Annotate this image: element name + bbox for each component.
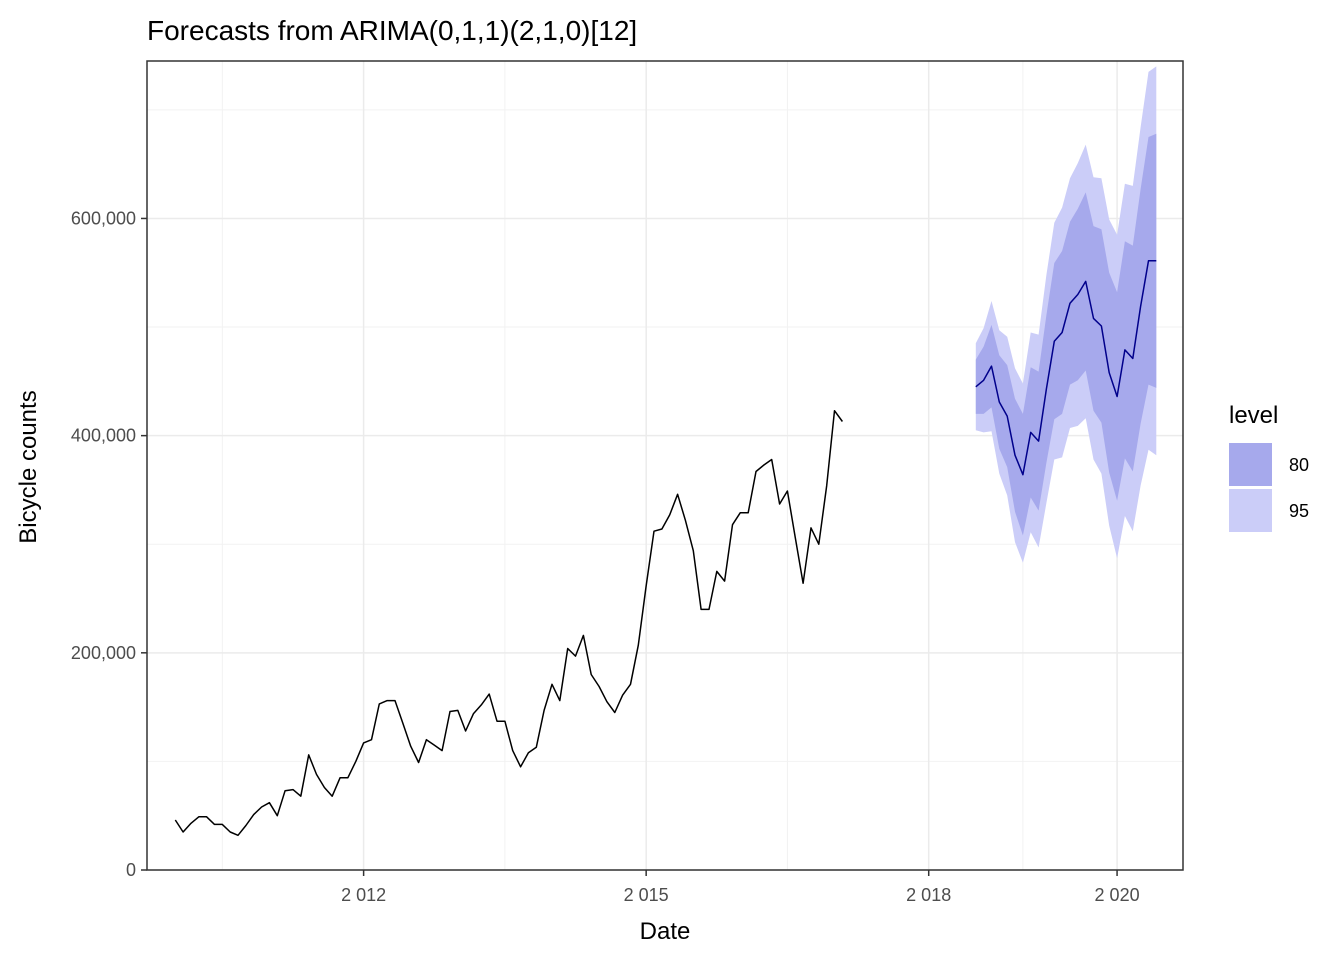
forecast-mean-line: [975, 260, 1157, 476]
series-lines: [174, 260, 1157, 837]
panel-border: [146, 60, 1184, 871]
x-tick-label-1: 2 015: [624, 885, 669, 905]
x-axis: 2 012 2 015 2 018 2 020: [341, 870, 1140, 905]
minor-grid: [147, 61, 1183, 870]
legend-title: level: [1229, 402, 1278, 429]
legend-label-95: 95: [1289, 501, 1309, 521]
x-tick-label-2: 2 018: [906, 885, 951, 905]
legend-label-80: 80: [1289, 455, 1309, 475]
band-80: [975, 133, 1157, 536]
y-tick-label-2: 400,000: [71, 426, 136, 446]
y-axis-title: Bicycle counts: [15, 390, 42, 543]
x-tick-label-3: 2 020: [1095, 885, 1140, 905]
x-axis-title: Date: [640, 918, 691, 945]
legend: level 80 95: [1229, 402, 1309, 532]
y-tick-label-0: 0: [126, 860, 136, 880]
y-axis: 0 200,000 400,000 600,000: [71, 208, 147, 880]
y-tick-label-3: 600,000: [71, 208, 136, 228]
x-tick-label-0: 2 012: [341, 885, 386, 905]
chart-title: Forecasts from ARIMA(0,1,1)(2,1,0)[12]: [147, 15, 637, 46]
y-tick-label-1: 200,000: [71, 643, 136, 663]
legend-swatch-95: [1229, 489, 1272, 532]
forecast-bands: [975, 66, 1157, 563]
legend-swatch-80: [1229, 443, 1272, 486]
observed-series-line: [174, 409, 844, 837]
